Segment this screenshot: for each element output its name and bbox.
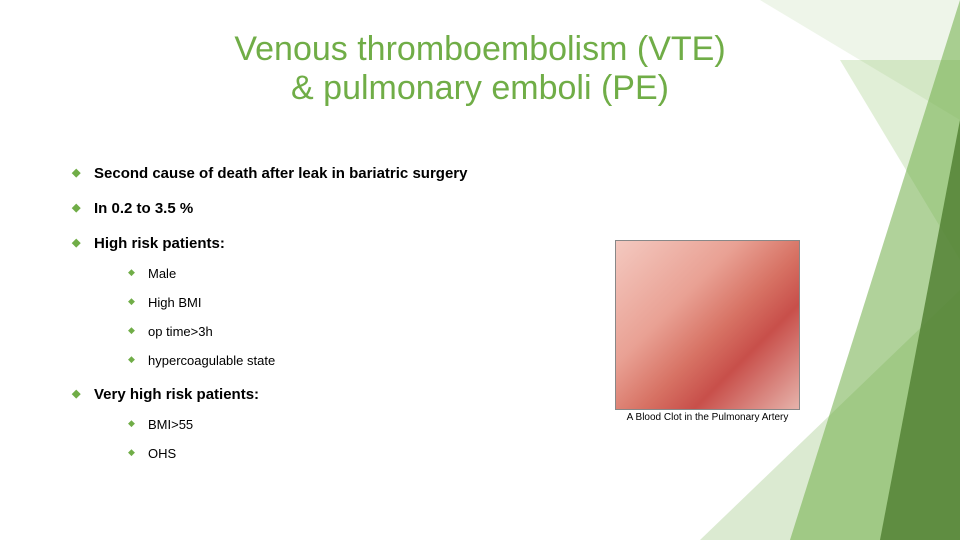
bullet-text: Very high risk patients:	[94, 386, 259, 403]
list-item: Second cause of death after leak in bari…	[72, 165, 552, 182]
figure: A Blood Clot in the Pulmonary Artery	[615, 240, 800, 425]
title-line-1: Venous thromboembolism (VTE)	[234, 30, 725, 68]
figure-image	[615, 240, 800, 410]
bullet-list: Second cause of death after leak in bari…	[72, 165, 552, 461]
sub-bullet-list: BMI>55 OHS	[128, 417, 552, 461]
bullet-text: In 0.2 to 3.5 %	[94, 200, 193, 217]
list-item: OHS	[128, 446, 552, 461]
slide-title: Venous thromboembolism (VTE) & pulmonary…	[0, 0, 960, 108]
content-area: Second cause of death after leak in bari…	[72, 165, 552, 479]
list-item: In 0.2 to 3.5 %	[72, 200, 552, 217]
bullet-text: OHS	[148, 446, 176, 461]
list-item: hypercoagulable state	[128, 353, 552, 368]
list-item: Very high risk patients: BMI>55 OHS	[72, 386, 552, 461]
bullet-text: Second cause of death after leak in bari…	[94, 165, 467, 182]
list-item: High risk patients: Male High BMI op tim…	[72, 235, 552, 368]
list-item: BMI>55	[128, 417, 552, 432]
bullet-text: High BMI	[148, 295, 201, 310]
sub-bullet-list: Male High BMI op time>3h hypercoagulable…	[128, 266, 552, 368]
list-item: Male	[128, 266, 552, 281]
list-item: High BMI	[128, 295, 552, 310]
slide: Venous thromboembolism (VTE) & pulmonary…	[0, 0, 960, 540]
title-line-2: & pulmonary emboli (PE)	[291, 69, 669, 107]
figure-caption: A Blood Clot in the Pulmonary Artery	[615, 410, 800, 425]
list-item: op time>3h	[128, 324, 552, 339]
bullet-text: BMI>55	[148, 417, 193, 432]
bullet-text: op time>3h	[148, 324, 213, 339]
bullet-text: Male	[148, 266, 176, 281]
bullet-text: High risk patients:	[94, 235, 225, 252]
decoration-triangle	[880, 120, 960, 540]
bullet-text: hypercoagulable state	[148, 353, 275, 368]
